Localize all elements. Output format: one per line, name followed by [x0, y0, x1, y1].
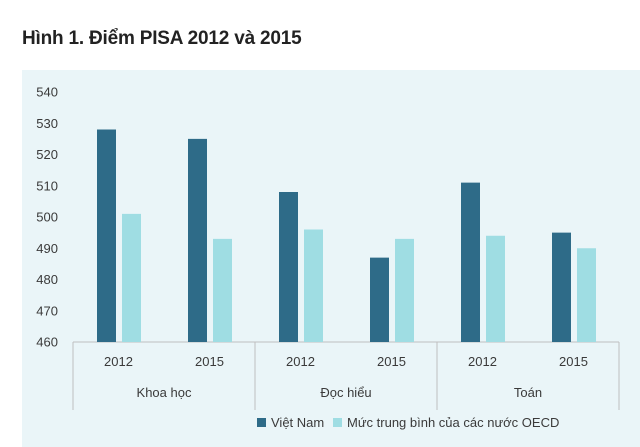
bar-viet-nam: [279, 192, 298, 342]
legend-swatch: [333, 418, 342, 427]
x-tick-label: 2012: [286, 354, 315, 369]
bar-viet-nam: [370, 257, 389, 342]
y-tick-label: 490: [36, 241, 58, 256]
group-label: Toán: [514, 385, 542, 400]
x-tick-label: 2012: [468, 354, 497, 369]
legend-swatch: [257, 418, 266, 427]
bar-oecd: [213, 238, 232, 342]
x-tick-label: 2015: [559, 354, 588, 369]
legend-label: Việt Nam: [271, 415, 324, 430]
y-tick-label: 530: [36, 116, 58, 131]
bar-oecd: [304, 229, 323, 342]
bar-viet-nam: [461, 182, 480, 342]
group-label: Khoa học: [137, 385, 192, 400]
y-tick-label: 480: [36, 272, 58, 287]
legend-label: Mức trung bình của các nước OECD: [347, 415, 559, 430]
bar-viet-nam: [552, 232, 571, 342]
bar-viet-nam: [97, 129, 116, 342]
x-tick-label: 2015: [377, 354, 406, 369]
bar-oecd: [577, 248, 596, 342]
y-tick-label: 470: [36, 303, 58, 318]
y-tick-label: 500: [36, 210, 58, 225]
x-tick-label: 2012: [104, 354, 133, 369]
group-label: Đọc hiểu: [320, 385, 371, 400]
figure-title: Hình 1. Điểm PISA 2012 và 2015: [22, 28, 302, 49]
x-tick-label: 2015: [195, 354, 224, 369]
bar-oecd: [486, 235, 505, 342]
bar-viet-nam: [188, 138, 207, 342]
y-tick-label: 520: [36, 147, 58, 162]
y-tick-label: 510: [36, 178, 58, 193]
bar-oecd: [395, 238, 414, 342]
bar-oecd: [122, 213, 141, 342]
y-tick-label: 540: [36, 85, 58, 100]
y-tick-label: 460: [36, 335, 58, 350]
